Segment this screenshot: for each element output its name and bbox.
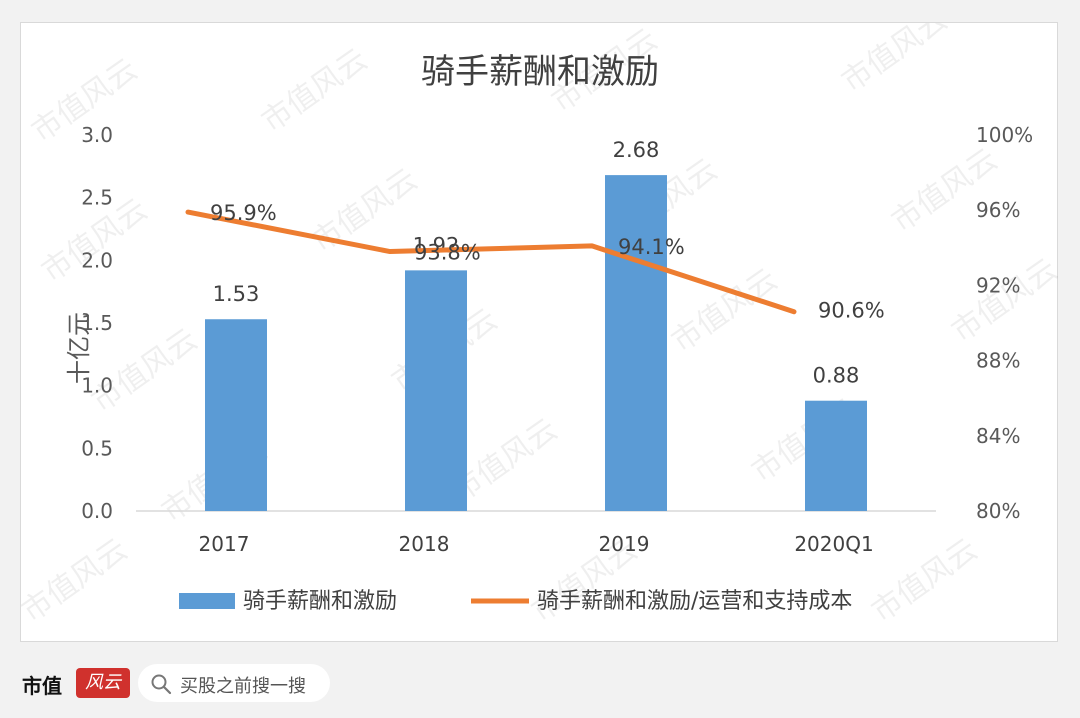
legend-bar-swatch xyxy=(179,593,235,609)
bars-layer: 1.531.922.680.88 xyxy=(205,138,867,511)
legend-line-label: 骑手薪酬和激励/运营和支持成本 xyxy=(537,589,852,614)
right-tick-label: 92% xyxy=(976,273,1020,297)
bar-data-label: 0.88 xyxy=(813,364,860,388)
left-tick-label: 2.0 xyxy=(81,248,113,272)
line-data-label: 93.8% xyxy=(414,241,481,265)
right-axis-ticks: 80% 84% 88% 92% 96% 100% xyxy=(976,123,1033,523)
category-labels: 2017 2018 2019 2020Q1 xyxy=(199,532,874,556)
watermark-text: 市值风云 xyxy=(21,532,134,629)
line-layer: 95.9% 93.8% 94.1% 90.6% xyxy=(185,201,885,323)
line-point xyxy=(187,211,189,214)
category-label: 2018 xyxy=(399,532,450,556)
search-icon xyxy=(151,674,172,695)
series-line xyxy=(185,209,797,315)
line-point xyxy=(389,250,391,253)
bar xyxy=(405,270,467,511)
line-point xyxy=(793,310,795,313)
left-axis-ticks: 0.0 0.5 1.0 1.5 2.0 2.5 3.0 xyxy=(81,123,113,523)
footer-bar: 市值 风云 买股之前搜一搜 xyxy=(0,650,1080,718)
watermark-text: 市值风云 xyxy=(946,252,1059,349)
left-tick-label: 1.5 xyxy=(81,311,113,335)
chart-title: 骑手薪酬和激励 xyxy=(421,52,659,92)
right-tick-label: 84% xyxy=(976,424,1020,448)
watermark-text: 市值风云 xyxy=(86,322,204,419)
legend-bar-label: 骑手薪酬和激励 xyxy=(243,589,397,614)
watermark-text: 市值风云 xyxy=(866,532,984,629)
right-tick-label: 80% xyxy=(976,499,1020,523)
bar xyxy=(205,319,267,511)
left-tick-label: 2.5 xyxy=(81,186,113,210)
left-tick-label: 0.0 xyxy=(81,499,113,523)
brand-logo: 风云 xyxy=(76,668,130,698)
legend: 骑手薪酬和激励 骑手薪酬和激励/运营和支持成本 xyxy=(179,589,852,614)
search-placeholder: 买股之前搜一搜 xyxy=(180,676,306,697)
y-axis-label: 十亿元 xyxy=(65,312,93,384)
watermark-text: 市值风云 xyxy=(836,23,954,100)
watermark-text: 市值风云 xyxy=(886,142,1004,239)
category-label: 2020Q1 xyxy=(794,532,873,556)
line-data-label: 94.1% xyxy=(618,235,685,259)
search-box[interactable]: 买股之前搜一搜 xyxy=(138,664,330,702)
bar-data-label: 2.68 xyxy=(613,138,660,162)
line-point xyxy=(591,244,593,247)
left-tick-label: 3.0 xyxy=(81,123,113,147)
line-data-label: 95.9% xyxy=(210,201,277,225)
line-data-label: 90.6% xyxy=(818,299,885,323)
bar xyxy=(605,175,667,511)
bar-data-label: 1.53 xyxy=(213,282,260,306)
bar xyxy=(805,400,867,511)
left-tick-label: 1.0 xyxy=(81,374,113,398)
watermark-text: 市值风云 xyxy=(256,42,374,139)
right-tick-label: 96% xyxy=(976,198,1020,222)
brand-name: 市值 xyxy=(22,674,62,698)
right-tick-label: 88% xyxy=(976,349,1020,373)
right-tick-label: 100% xyxy=(976,123,1033,147)
category-label: 2017 xyxy=(199,532,250,556)
left-tick-label: 0.5 xyxy=(81,436,113,460)
chart-frame: 市值风云 市值风云 市值风云 市值风云 市值风云 市值风云 市值风云 市值风云 市值风云 市值风云… xyxy=(20,22,1059,642)
category-label: 2019 xyxy=(599,532,650,556)
